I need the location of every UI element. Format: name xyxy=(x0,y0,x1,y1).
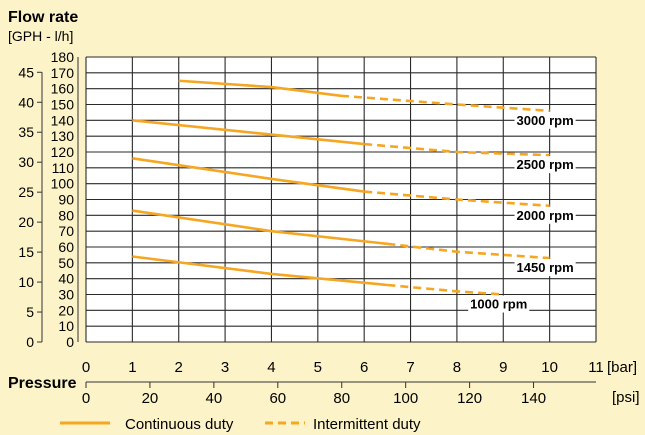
y-tick-label-gph: 5 xyxy=(26,304,34,320)
y-tick-label-gph: 35 xyxy=(18,124,34,140)
x-unit-psi: [psi] xyxy=(612,389,640,406)
x-axes: 0 1 2 3 4 5 6 7 8 9 10 11 0 20 40 60 80 100 120 140 xyxy=(82,359,604,407)
y-tick-label-gph: 15 xyxy=(18,244,34,260)
y-tick-label-gph: 20 xyxy=(18,214,34,230)
y-tick-label-gph: 10 xyxy=(18,274,34,290)
x-tick-label-psi: 0 xyxy=(82,390,90,407)
y-tick-label-gph: 25 xyxy=(18,184,34,200)
series-line-intermittent xyxy=(387,283,504,296)
y-tick-label-lh: 30 xyxy=(58,287,74,303)
series-line-continuous xyxy=(132,255,388,287)
series-line-continuous xyxy=(132,209,388,246)
grid xyxy=(85,56,597,343)
y-tick-label-lh: 50 xyxy=(58,255,74,271)
y-tick-label-lh: 150 xyxy=(51,97,75,113)
y-tick-label-lh: 20 xyxy=(58,302,74,318)
y-tick-label-lh: 90 xyxy=(58,192,74,208)
series-label-background xyxy=(514,259,576,277)
x-unit-bar: [bar] xyxy=(607,359,637,376)
y-tick-label-lh: 170 xyxy=(51,65,75,81)
series-line-intermittent xyxy=(387,242,550,260)
y-tick-label-lh: 140 xyxy=(51,112,75,128)
y-tick-label-lh: 100 xyxy=(51,176,75,192)
series-label-background xyxy=(514,156,576,174)
x-tick-label-psi: 140 xyxy=(521,390,546,407)
series-label: 1000 rpm xyxy=(470,297,527,312)
series-line-intermittent xyxy=(364,142,550,157)
series-label-background xyxy=(514,206,576,224)
x-tick-label-psi: 100 xyxy=(393,390,418,407)
series-lines xyxy=(132,79,550,296)
y-tick-label-lh: 70 xyxy=(58,223,74,239)
series-label-background xyxy=(468,295,530,313)
y-tick-label-lh: 80 xyxy=(58,207,74,223)
chart-title: Flow rate xyxy=(8,9,78,26)
x-tick-label-bar: 3 xyxy=(221,359,229,376)
series-label-background xyxy=(514,111,576,129)
legend-continuous-label: Continuous duty xyxy=(125,416,234,433)
x-tick-label-psi: 120 xyxy=(457,390,482,407)
y-tick-label-lh: 160 xyxy=(51,81,75,97)
x-tick-label-bar: 10 xyxy=(541,359,558,376)
y-tick-label-lh: 60 xyxy=(58,239,74,255)
y-axes: 0102030405060708090100110120130140150160… xyxy=(18,49,79,350)
y-tick-label-lh: 180 xyxy=(51,49,75,65)
series-label: 1450 rpm xyxy=(517,260,574,275)
y-tick-label-lh: 10 xyxy=(58,318,74,334)
y-tick-label-lh: 110 xyxy=(52,160,75,176)
series-line-intermittent xyxy=(364,190,550,208)
series-line-continuous xyxy=(132,119,365,146)
series-line-continuous xyxy=(132,157,365,193)
x-tick-label-psi: 80 xyxy=(333,390,350,407)
x-tick-label-bar: 4 xyxy=(267,359,275,376)
series-labels: 3000 rpm 2500 rpm 2000 rpm 1450 rpm 1000 rpm xyxy=(468,111,576,313)
legend: Continuous duty Intermittent duty xyxy=(60,416,421,433)
x-tick-label-bar: 5 xyxy=(314,359,322,376)
legend-intermittent-label: Intermittent duty xyxy=(313,416,421,433)
y-tick-label-lh: 0 xyxy=(66,334,74,350)
x-tick-label-psi: 40 xyxy=(206,390,223,407)
series-label: 3000 rpm xyxy=(517,113,574,128)
series-label: 2500 rpm xyxy=(517,157,574,172)
x-tick-label-psi: 60 xyxy=(269,390,286,407)
x-tick-label-bar: 1 xyxy=(128,359,136,376)
series-line-continuous xyxy=(178,79,342,98)
x-tick-label-bar: 2 xyxy=(175,359,183,376)
y-tick-label-gph: 45 xyxy=(18,64,34,80)
x-tick-label-psi: 20 xyxy=(142,390,159,407)
x-tick-label-bar: 0 xyxy=(82,359,90,376)
series-label: 2000 rpm xyxy=(517,208,574,223)
y-tick-label-lh: 130 xyxy=(51,128,75,144)
x-tick-label-bar: 8 xyxy=(453,359,461,376)
x-tick-label-bar: 6 xyxy=(360,359,368,376)
x-tick-label-bar: 11 xyxy=(588,359,604,376)
y-tick-label-gph: 40 xyxy=(18,94,34,110)
y-tick-label-lh: 40 xyxy=(58,271,74,287)
y-tick-label-gph: 30 xyxy=(18,154,34,170)
y-tick-label-lh: 120 xyxy=(51,144,75,160)
chart-subtitle: [GPH - l/h] xyxy=(8,28,73,44)
x-axis-title: Pressure xyxy=(8,375,77,392)
x-tick-label-bar: 7 xyxy=(406,359,414,376)
x-tick-label-bar: 9 xyxy=(499,359,507,376)
y-tick-label-gph: 0 xyxy=(26,334,34,350)
